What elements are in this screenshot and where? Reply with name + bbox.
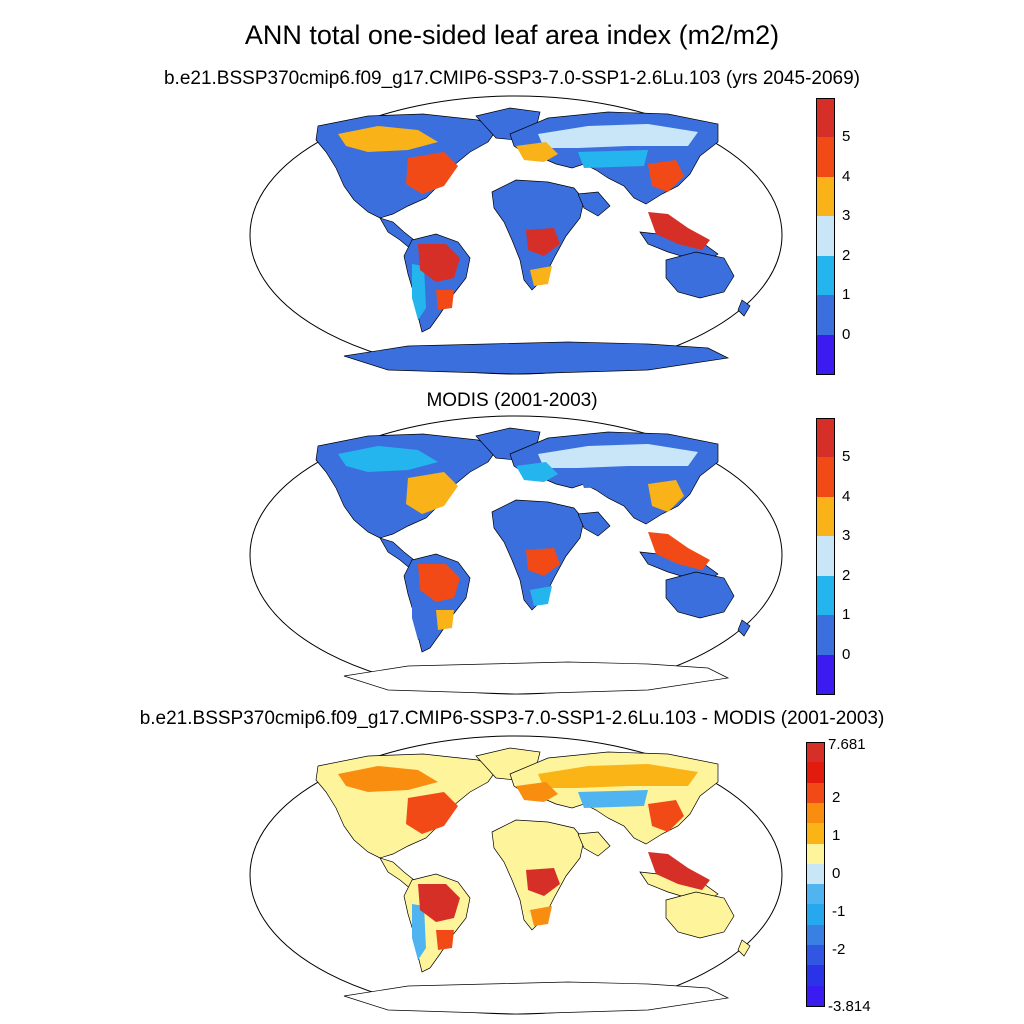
colorbar-swatch: [806, 863, 825, 885]
colorbar-panel-3: 7.681 2 1 0 -1 -2 -3.814: [806, 736, 896, 1015]
colorbar-tick-label: 0: [842, 325, 851, 343]
map-panel-1: [249, 95, 783, 375]
colorbar-tick-label: 3: [842, 527, 851, 545]
colorbar-swatch: [816, 216, 835, 257]
colorbar-tick-label: 4: [842, 167, 851, 185]
panel-1-subtitle: b.e21.BSSP370cmip6.f09_g17.CMIP6-SSP3-7.…: [163, 68, 861, 89]
colorbar-swatch: [816, 98, 835, 139]
colorbar-tick-label: 2: [832, 789, 841, 807]
colorbar-swatch: [816, 536, 835, 577]
colorbar-swatch: [816, 615, 835, 656]
colorbar-tick-label: -1: [832, 902, 846, 920]
colorbar-swatch: [816, 418, 835, 459]
colorbar-tick-label: 4: [842, 487, 851, 505]
colorbar-swatch: [806, 945, 825, 966]
colorbar-tick-label: 5: [842, 448, 851, 466]
colorbar-swatch: [806, 904, 825, 926]
colorbar-swatch: [806, 742, 825, 764]
colorbar-tick-label: 1: [842, 606, 851, 624]
colorbar-swatch: [806, 762, 825, 784]
colorbar-tick-label: 2: [842, 246, 851, 264]
panel-3-subtitle: b.e21.BSSP370cmip6.f09_g17.CMIP6-SSP3-7.…: [139, 708, 885, 729]
colorbar-tick-label: 1: [832, 827, 841, 845]
colorbar-tick-label: -3.814: [828, 998, 871, 1015]
colorbar-swatch: [806, 924, 825, 946]
colorbar-swatch: [806, 823, 825, 845]
colorbar-panel-2: 5 4 3 2 1 0: [816, 418, 896, 696]
colorbar-swatch: [816, 496, 835, 537]
colorbar-swatch: [816, 457, 835, 498]
colorbar-swatch: [806, 884, 825, 905]
colorbar-tick-label: 1: [842, 286, 851, 304]
colorbar-tick-label: -2: [832, 940, 846, 958]
colorbar-swatch: [806, 843, 825, 865]
colorbar-swatch: [816, 255, 835, 296]
colorbar-swatch: [816, 176, 835, 217]
colorbar-swatch: [816, 137, 835, 178]
colorbar-tick-label: 2: [842, 566, 851, 584]
colorbar-swatch: [816, 575, 835, 616]
map-panel-2: [249, 415, 783, 695]
colorbar-tick-label: 0: [832, 865, 841, 882]
colorbar-tick-label: 5: [842, 128, 851, 146]
colorbar-swatch: [816, 295, 835, 336]
colorbar-swatch: [806, 782, 825, 804]
main-title: ANN total one-sided leaf area index (m2/…: [244, 20, 780, 50]
colorbar-tick-label: 7.681: [828, 736, 866, 753]
colorbar-swatch: [806, 802, 825, 824]
colorbar-swatch: [816, 334, 835, 376]
colorbar-tick-label: 3: [842, 207, 851, 225]
colorbar-swatch: [816, 654, 835, 696]
colorbar-swatch: [806, 965, 825, 987]
colorbar-swatch: [806, 985, 825, 1008]
colorbar-panel-1: 5 4 3 2 1 0: [816, 98, 896, 376]
colorbar-tick-label: 0: [842, 645, 851, 663]
map-panel-3: [249, 735, 783, 1015]
panel-2-subtitle: MODIS (2001-2003): [426, 390, 598, 411]
